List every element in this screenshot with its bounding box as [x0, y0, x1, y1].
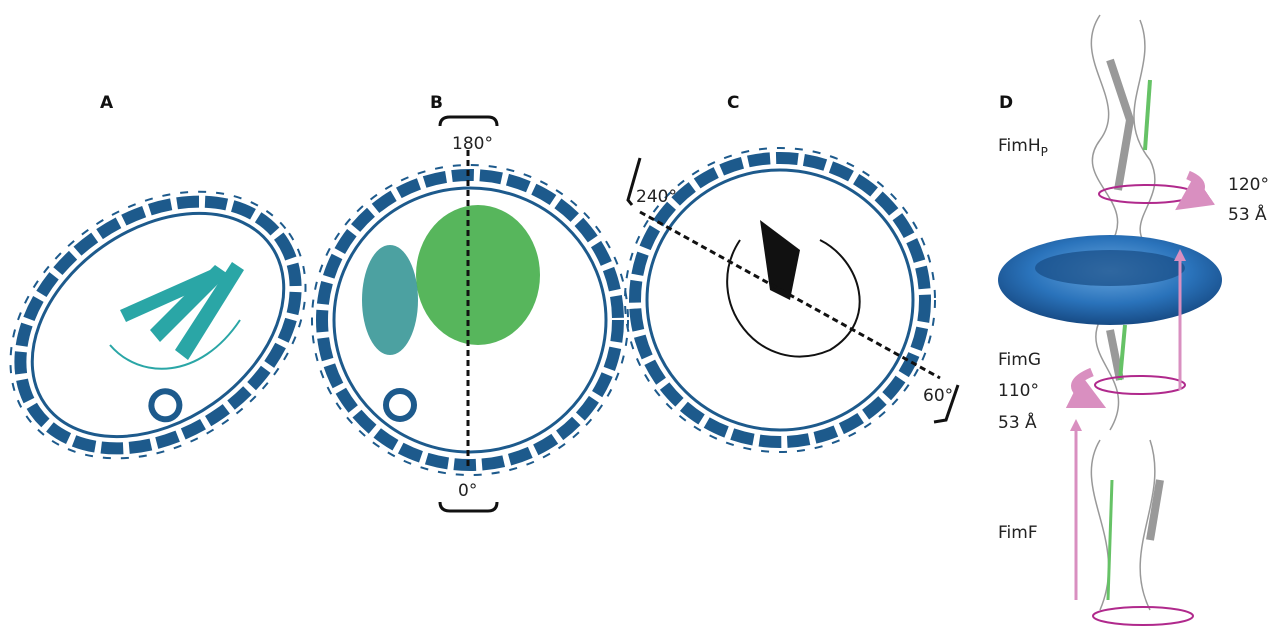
rise-label: 53 Å — [1228, 203, 1267, 225]
panel-label: D — [999, 93, 1013, 113]
angle-label: 180° — [452, 134, 493, 154]
panel-label: A — [100, 93, 114, 113]
panel-label: B — [430, 93, 443, 113]
torus-hole — [1035, 250, 1185, 286]
subunit-label: FimHP — [998, 136, 1048, 159]
panel-c-black — [727, 220, 859, 357]
bracket — [440, 502, 497, 511]
rotation-label: 120° — [1228, 175, 1269, 195]
panel-label: C — [727, 93, 739, 113]
bracket — [440, 117, 497, 126]
figure: A B 180° 0° C 240° 60° — [0, 0, 1274, 635]
panel-a-strands — [110, 262, 244, 369]
panel-a-structure — [0, 137, 357, 514]
rise-label: 53 Å — [998, 411, 1037, 433]
panel-b-green — [362, 205, 540, 355]
angle-label: 240° — [636, 187, 677, 207]
rotation-label: 110° — [998, 381, 1039, 401]
angle-label: 60° — [923, 386, 953, 406]
page: A B 180° 0° C 240° 60° — [0, 0, 1274, 635]
subunit-label: FimG — [998, 350, 1041, 370]
angle-label: 0° — [458, 481, 477, 501]
subunit-name: FimH — [998, 136, 1041, 156]
subunit-label: FimF — [998, 523, 1038, 543]
subunit-subscript: P — [1041, 145, 1048, 159]
